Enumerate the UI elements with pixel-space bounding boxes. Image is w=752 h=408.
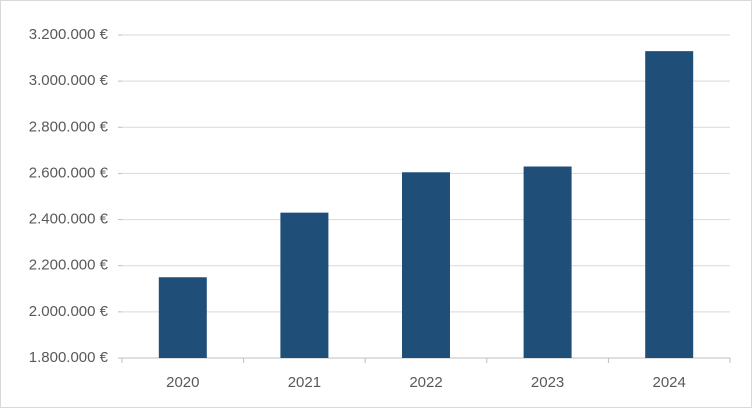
x-tick-label: 2021 bbox=[288, 374, 321, 391]
x-tick-label: 2020 bbox=[166, 374, 199, 391]
y-tick-label: 2.800.000 € bbox=[29, 118, 109, 135]
y-tick-label: 2.200.000 € bbox=[29, 257, 109, 274]
bar bbox=[280, 212, 329, 358]
x-tick-label: 2023 bbox=[531, 374, 564, 391]
y-tick-label: 2.400.000 € bbox=[29, 211, 109, 228]
y-tick-label: 2.000.000 € bbox=[29, 303, 109, 320]
y-tick-label: 1.800.000 € bbox=[29, 349, 109, 366]
bar bbox=[523, 166, 572, 358]
y-tick-label: 3.200.000 € bbox=[29, 26, 109, 43]
x-tick-label: 2024 bbox=[653, 374, 686, 391]
y-tick-label: 2.600.000 € bbox=[29, 164, 109, 181]
y-tick-label: 3.000.000 € bbox=[29, 72, 109, 89]
bar bbox=[645, 51, 694, 359]
x-tick-label: 2022 bbox=[409, 374, 442, 391]
bar bbox=[402, 172, 450, 358]
bar bbox=[158, 277, 207, 358]
